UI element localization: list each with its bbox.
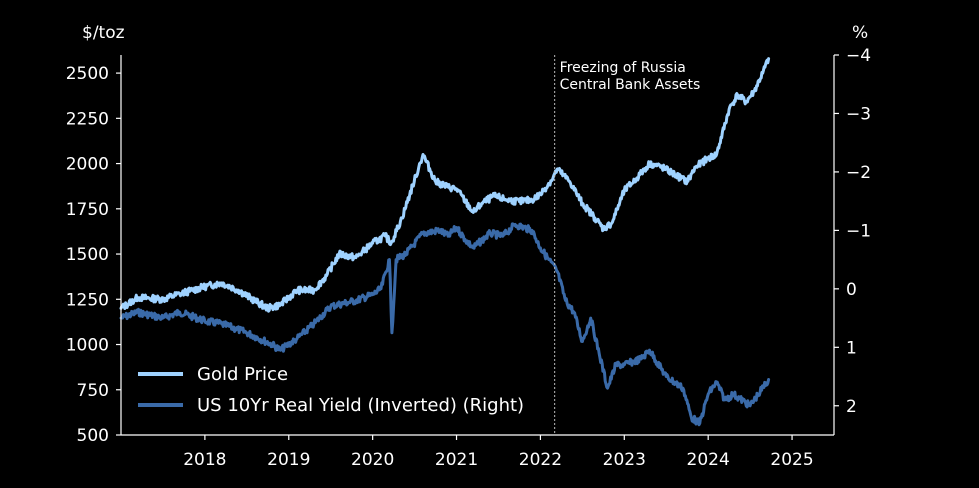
legend-gold-label: Gold Price [197,364,288,385]
ticks-layer: 500 750 1000 1250 1500 1750 2000 2250 2500 −4 −3 −2… [66,46,871,470]
left-tick-label: 500 [77,426,109,446]
x-tick-label: 2024 [687,450,730,470]
gold-series-layer [119,57,771,313]
x-tick-label: 2021 [435,450,478,470]
x-tick-label: 2018 [183,450,226,470]
x-tick-label: 2022 [519,450,562,470]
right-tick-label: 0 [846,280,857,300]
x-tick-label: 2019 [267,450,310,470]
left-tick-label: 1000 [66,336,109,356]
left-axis-unit: $/toz [82,23,125,43]
left-tick-label: 1250 [66,290,109,310]
right-tick-label: −2 [846,163,871,183]
series-line [119,57,771,313]
axes-layer: $/toz % [82,23,868,436]
left-tick-label: 750 [77,381,109,401]
annotation-text-line-2: Central Bank Assets [560,77,701,93]
left-tick-label: 2000 [66,155,109,175]
left-tick-label: 2500 [66,64,109,84]
annotation-text-line-1: Freezing of Russia [560,60,686,76]
right-tick-label: −1 [846,221,871,241]
x-tick-label: 2020 [351,450,394,470]
right-axis-unit: % [852,23,868,43]
right-tick-label: 2 [846,397,857,417]
right-tick-label: 1 [846,338,857,358]
legend: Gold Price US 10Yr Real Yield (Inverted)… [138,364,524,416]
yield-series-layer [119,222,771,427]
right-tick-label: −3 [846,104,871,124]
legend-yield-label: US 10Yr Real Yield (Inverted) (Right) [197,395,524,416]
x-tick-label: 2023 [603,450,646,470]
right-tick-label: −4 [846,46,871,66]
left-tick-label: 2250 [66,109,109,129]
left-tick-label: 1500 [66,245,109,265]
annotation-layer: Freezing of Russia Central Bank Assets [554,55,701,435]
left-tick-label: 1750 [66,200,109,220]
series-line [119,222,771,427]
x-tick-label: 2025 [770,450,813,470]
